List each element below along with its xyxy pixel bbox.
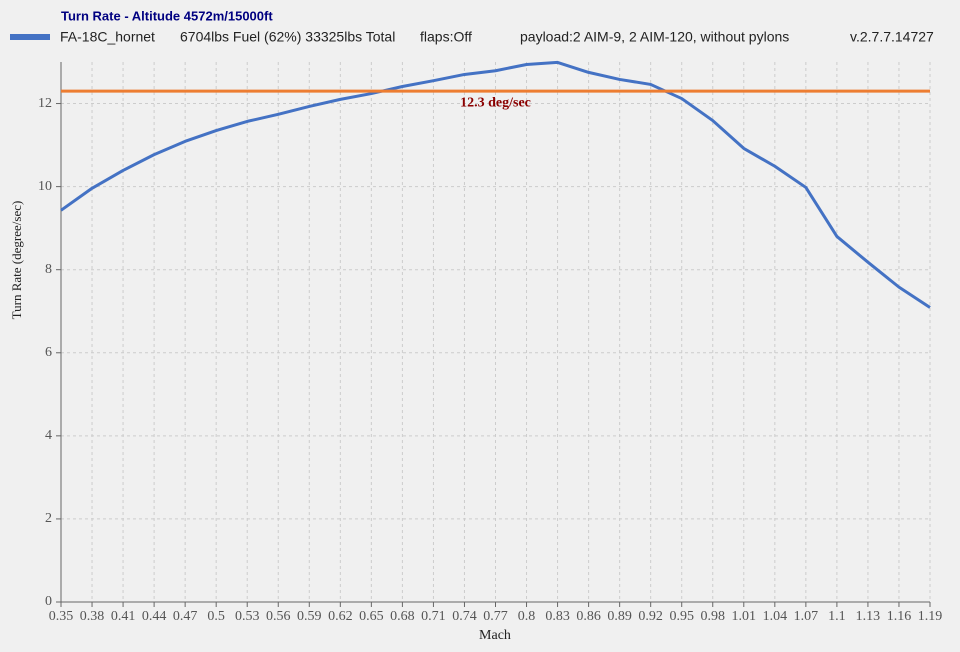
x-tick-label: 0.71 (421, 609, 446, 624)
y-axis-label: Turn Rate (degree/sec) (9, 201, 24, 320)
x-tick-label: 0.38 (80, 609, 105, 624)
y-tick-label: 10 (38, 179, 52, 194)
x-tick-label: 0.86 (576, 609, 601, 624)
x-axis-label: Mach (479, 628, 511, 643)
y-tick-label: 4 (45, 428, 52, 443)
x-tick-label: 0.95 (669, 609, 694, 624)
x-tick-label: 0.41 (111, 609, 136, 624)
x-tick-label: 0.56 (266, 609, 291, 624)
legend-swatch (10, 34, 50, 40)
x-tick-label: 1.07 (794, 609, 819, 624)
series-line (60, 60, 931, 309)
y-tick-label: 0 (45, 594, 52, 609)
y-tick-label: 6 (45, 345, 52, 360)
info-text: flaps:Off (420, 29, 472, 45)
x-tick-label: 1.1 (828, 609, 846, 624)
x-tick-label: 1.13 (856, 609, 881, 624)
x-tick-label: 0.68 (390, 609, 415, 624)
y-tick-label: 12 (38, 96, 52, 111)
x-tick-label: 0.8 (518, 609, 536, 624)
reference-label: 12.3 deg/sec (460, 95, 531, 110)
x-tick-label: 0.53 (235, 609, 260, 624)
x-tick-label: 1.01 (732, 609, 757, 624)
y-tick-label: 2 (45, 511, 52, 526)
x-tick-label: 0.47 (173, 609, 198, 624)
x-tick-label: 0.65 (359, 609, 384, 624)
x-tick-label: 0.44 (142, 609, 167, 624)
info-text: v.2.7.7.14727 (850, 29, 934, 45)
x-tick-label: 0.5 (207, 609, 225, 624)
x-tick-label: 0.83 (545, 609, 570, 624)
x-tick-label: 0.92 (638, 609, 663, 624)
info-text: payload:2 AIM-9, 2 AIM-120, without pylo… (520, 29, 789, 45)
x-tick-label: 1.19 (918, 609, 943, 624)
y-tick-label: 8 (45, 262, 52, 277)
x-tick-label: 0.74 (452, 609, 477, 624)
x-tick-label: 1.16 (887, 609, 912, 624)
x-tick-label: 1.04 (763, 609, 788, 624)
x-tick-label: 0.89 (607, 609, 632, 624)
x-tick-label: 0.62 (328, 609, 353, 624)
info-text: 6704lbs Fuel (62%) 33325lbs Total (180, 29, 395, 45)
x-tick-label: 0.35 (49, 609, 74, 624)
legend-label: FA-18C_hornet (60, 29, 155, 45)
x-tick-label: 0.59 (297, 609, 322, 624)
x-tick-label: 0.77 (483, 609, 508, 624)
chart-title: Turn Rate - Altitude 4572m/15000ft (61, 8, 273, 23)
x-tick-label: 0.98 (701, 609, 726, 624)
